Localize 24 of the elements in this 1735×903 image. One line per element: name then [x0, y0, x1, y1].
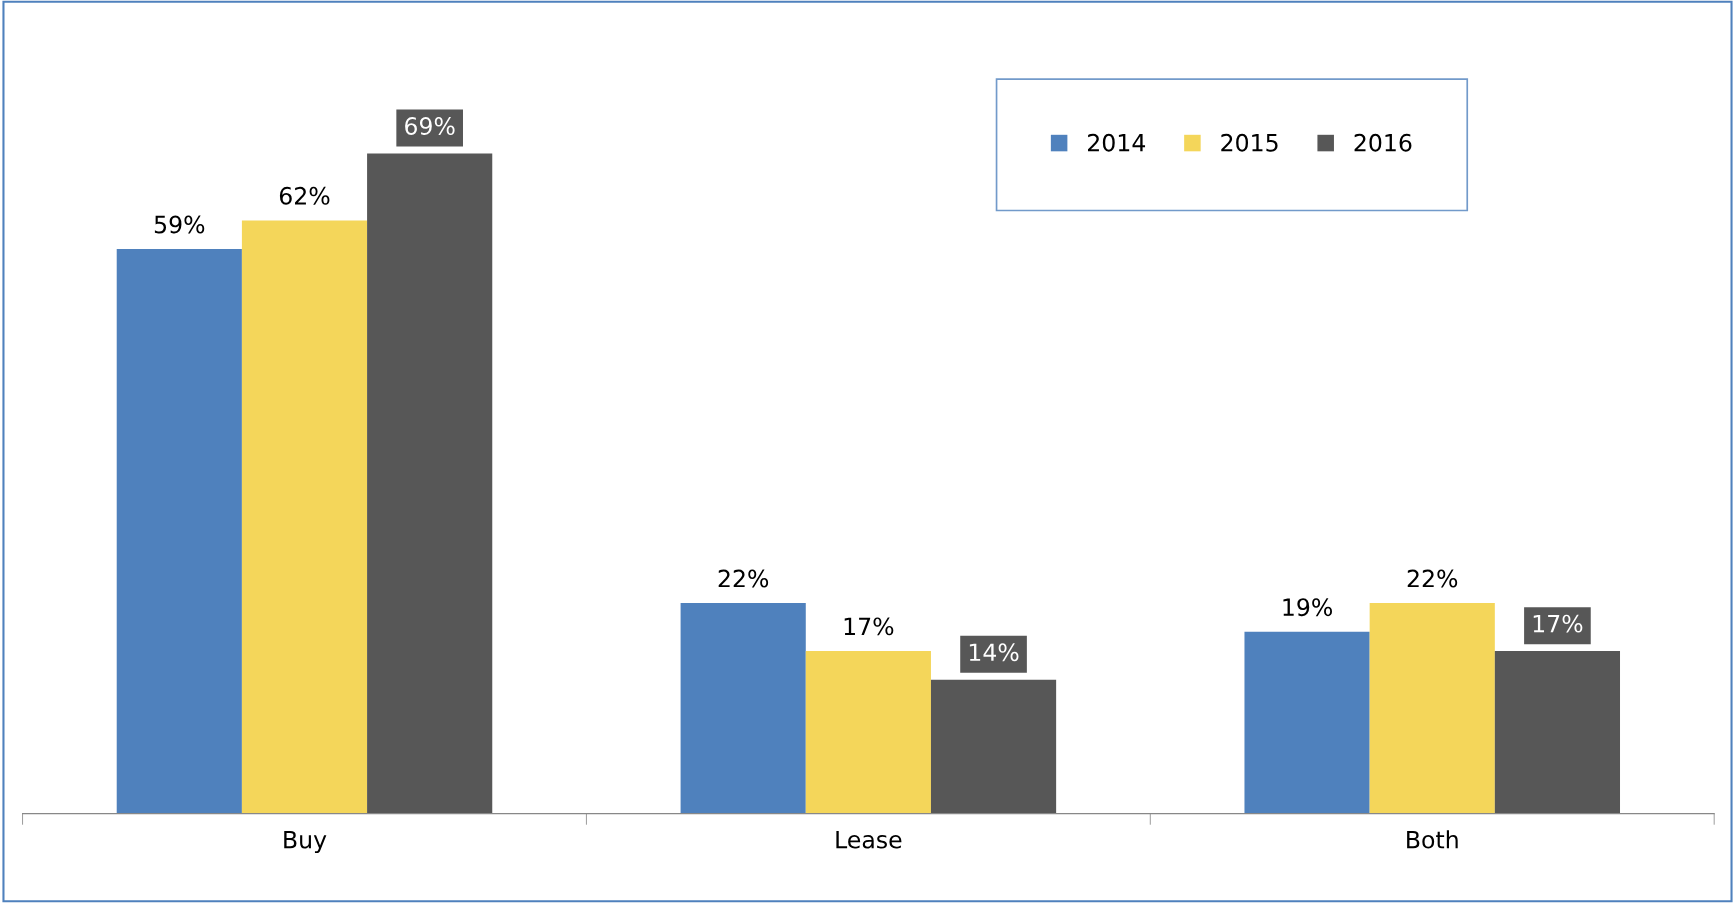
data-label: 22% [1407, 569, 1458, 588]
bar [241, 220, 368, 814]
bar [367, 153, 493, 814]
legend-label: 2015 [1221, 133, 1278, 152]
data-label: 69% [405, 117, 455, 135]
bar [930, 679, 1057, 814]
data-label: 62% [279, 186, 330, 205]
bar [116, 249, 242, 814]
legend-label: 2016 [1354, 133, 1412, 152]
bar [805, 650, 931, 814]
bar [1494, 650, 1621, 814]
data-label: 19% [1283, 598, 1332, 617]
data-label: 17% [1533, 614, 1583, 633]
data-label: 59% [154, 215, 205, 234]
x-tick-label: Both [1407, 830, 1458, 849]
bar [680, 603, 806, 814]
data-label: 22% [718, 569, 769, 588]
data-label: 14% [969, 643, 1019, 662]
x-tick-label: Lease [836, 831, 902, 849]
legend-label: 2014 [1088, 133, 1146, 152]
bar [1244, 631, 1370, 814]
x-tick-label: Buy [284, 831, 327, 854]
data-label: 17% [844, 617, 894, 636]
bar [1369, 603, 1495, 814]
